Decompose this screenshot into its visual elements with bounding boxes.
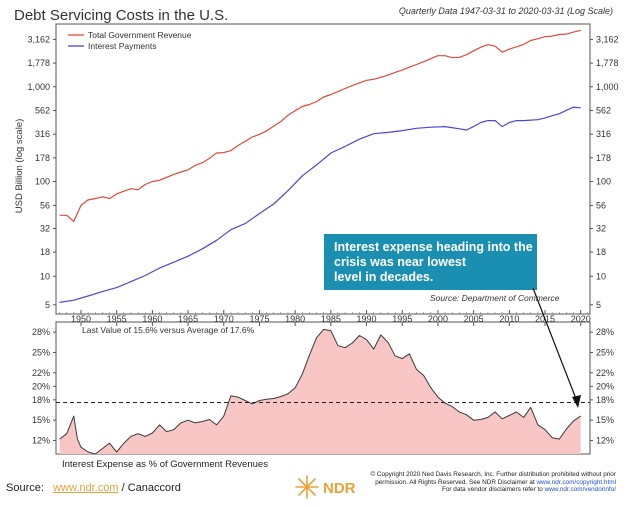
bottom-y-tick-label-right: 28%: [596, 327, 614, 337]
copyright-line-2-text: permission. All Rights Reserved. See NDR…: [375, 478, 535, 486]
ndr-logo: NDR: [295, 475, 356, 499]
top-x-tick-label: 1955: [107, 314, 127, 324]
copyright-line-1: © Copyright 2020 Ned Davis Research, Inc…: [370, 471, 616, 478]
top-x-tick-label: 1980: [285, 314, 305, 324]
bottom-y-tick-label-right: 20%: [596, 381, 614, 391]
interest-pct-line: [59, 328, 581, 455]
bottom-area-series: Interest Expense as % of Government Reve…: [56, 328, 590, 470]
top-y-tick-label-left: 1,000: [27, 82, 50, 92]
footer-source-link[interactable]: www.ndr.com: [53, 482, 119, 494]
revenue-series-line: [59, 29, 581, 222]
bottom-y-tick-label-right: 15%: [596, 415, 614, 425]
bottom-chart-title: Interest Expense as % of Government Reve…: [62, 459, 268, 470]
interest-pct-area-fill: [59, 329, 581, 454]
top-y-tick-label-left: 1,778: [27, 58, 50, 68]
top-x-tick-label: 2000: [428, 314, 448, 324]
bottom-y-tick-label-left: 20%: [32, 381, 50, 391]
top-y-tick-label-right: 56: [596, 200, 606, 210]
chart-canvas: Debt Servicing Costs in the U.S. Quarter…: [14, 6, 619, 470]
bottom-y-tick-label-right: 22%: [596, 368, 614, 378]
footer-source-prefix: Source:: [6, 482, 44, 494]
top-chart-subtitle: Quarterly Data 1947-03-31 to 2020-03-31 …: [399, 6, 613, 16]
annotation-callout-text: Interest expense heading into the crisis…: [334, 240, 536, 284]
top-y-tick-label-left: 100: [35, 177, 50, 187]
top-x-tick-label: 1985: [321, 314, 341, 324]
top-y-tick-label-left: 5: [45, 300, 50, 310]
top-x-tick-label: 1965: [178, 314, 198, 324]
footer-source-suffix: / Canaccord: [121, 482, 181, 494]
top-y-tick-label-right: 1,000: [596, 82, 619, 92]
top-y-tick-label-right: 178: [596, 153, 611, 163]
copyright-line-2: permission. All Rights Reserved. See NDR…: [346, 479, 616, 487]
bottom-y-tick-label-left: 18%: [32, 395, 50, 405]
bottom-y-tick-label-right: 25%: [596, 347, 614, 357]
top-y-tick-label-right: 32: [596, 223, 606, 233]
top-series-lines: [59, 29, 581, 303]
top-x-tick-label: 1995: [392, 314, 412, 324]
top-y-tick-label-left: 32: [40, 223, 50, 233]
top-x-tick-label: 1975: [249, 314, 269, 324]
top-x-tick-label: 1970: [214, 314, 234, 324]
top-x-tick-label: 2020: [571, 314, 591, 324]
top-y-tick-label-right: 10: [596, 271, 606, 281]
annotation-callout-box: [324, 234, 537, 290]
top-y-tick-label-left: 316: [35, 129, 50, 139]
top-y-tick-label-right: 562: [596, 106, 611, 116]
bottom-chart-subtitle: Last Value of 15.6% versus Average of 17…: [82, 325, 255, 335]
footer-source: Source: www.ndr.com / Canaccord: [6, 482, 181, 494]
footer-copyright: © Copyright 2020 Ned Davis Research, Inc…: [346, 471, 616, 494]
top-y-tick-label-right: 316: [596, 129, 611, 139]
top-chart-title: Debt Servicing Costs in the U.S.: [14, 7, 228, 24]
bottom-y-tick-label-left: 28%: [32, 327, 50, 337]
top-x-tick-label: 1990: [357, 314, 377, 324]
copyright-link-1[interactable]: www.ndr.com/copyright.html: [536, 478, 616, 486]
bottom-y-tick-label-left: 12%: [32, 435, 50, 445]
top-y-tick-label-left: 56: [40, 200, 50, 210]
legend-label-interest: Interest Payments: [88, 41, 157, 51]
top-y-tick-label-left: 3,162: [27, 34, 50, 44]
top-y-tick-label-right: 18: [596, 247, 606, 257]
bottom-y-tick-label-right: 18%: [596, 395, 614, 405]
top-y-tick-label-left: 178: [35, 153, 50, 163]
copyright-link-2[interactable]: www.ndr.com/vendorinfo/: [544, 486, 616, 494]
legend-label-revenue: Total Government Revenue: [88, 30, 192, 40]
top-chart-source: Source: Department of Commerce: [430, 293, 560, 303]
bottom-y-tick-label-left: 22%: [32, 368, 50, 378]
y-axis-label: USD Billion (log scale): [14, 119, 25, 214]
bottom-y-tick-label-left: 15%: [32, 415, 50, 425]
bottom-axis-ticks: 12% 12% 15% 15% 18% 18% 20% 20% 22% 22% 25% 25% 28% 2…: [32, 322, 614, 445]
top-y-tick-label-left: 10: [40, 271, 50, 281]
copyright-line-3: For data vendor disclaimers refer to www…: [346, 486, 616, 494]
interest-series-line: [59, 106, 581, 303]
top-y-tick-label-right: 3,162: [596, 34, 619, 44]
bottom-y-tick-label-right: 12%: [596, 435, 614, 445]
ndr-starburst-icon: [295, 475, 319, 499]
top-y-tick-label-right: 100: [596, 177, 611, 187]
top-y-tick-label-left: 18: [40, 247, 50, 257]
top-y-tick-label-right: 1,778: [596, 58, 619, 68]
top-y-tick-label-right: 5: [596, 300, 601, 310]
top-x-tick-label: 2010: [499, 314, 519, 324]
copyright-line-3-text: For data vendor disclaimers refer to: [441, 486, 543, 494]
top-x-tick-label: 1950: [71, 314, 91, 324]
annotation-arrowhead: [572, 395, 581, 408]
ndr-logo-text: NDR: [323, 480, 356, 497]
top-y-tick-label-left: 562: [35, 106, 50, 116]
top-x-tick-label: 2005: [464, 314, 484, 324]
bottom-y-tick-label-left: 25%: [32, 347, 50, 357]
top-x-tick-label: 1960: [142, 314, 162, 324]
annotation-arrow: [532, 287, 579, 405]
